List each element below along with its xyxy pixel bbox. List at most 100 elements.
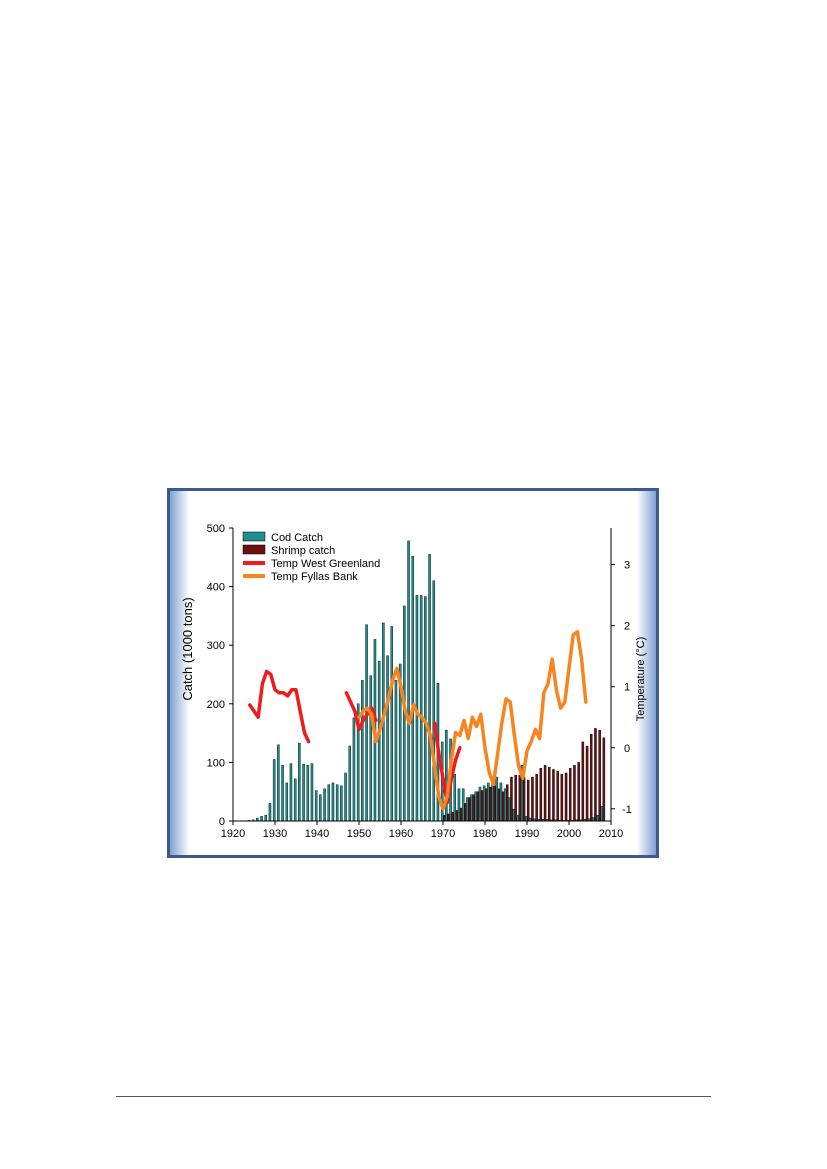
cod-bar (348, 745, 352, 822)
shrimp-bar (485, 788, 488, 822)
cod-bar (419, 595, 423, 822)
shrimp-bar (556, 770, 559, 822)
shrimp-bar (493, 785, 496, 822)
shrimp-bar (581, 741, 585, 822)
cod-bar (352, 717, 356, 822)
shrimp-bar (535, 773, 538, 822)
shrimp-bar (455, 810, 459, 822)
shrimp-bar (598, 729, 601, 822)
cod-bar (600, 806, 604, 822)
cod-bar (495, 776, 499, 822)
cod-bar (390, 626, 394, 822)
cod-bar (474, 791, 478, 822)
cod-bar (264, 814, 268, 822)
shrimp-bar (560, 773, 564, 822)
shrimp-bar (531, 776, 534, 822)
shrimp-bar (539, 768, 543, 822)
chart-canvas: 1920 1930 1940 1950 1960 1970 1980 1990 2000 2010… (180, 523, 647, 840)
shrimp-bar (543, 765, 547, 822)
cod-bar (277, 744, 280, 822)
shrimp-bar (501, 791, 505, 822)
x-tick-label: 1950 (347, 828, 371, 840)
shrimp-bar (594, 728, 597, 822)
shrimp-bar (447, 813, 450, 822)
cod-bar (361, 680, 364, 822)
y-tick-label: 300 (207, 640, 225, 652)
cod-bar (394, 680, 398, 822)
cod-bar (319, 794, 322, 822)
shrimp-bar (506, 784, 509, 822)
shrimp-bar (464, 803, 467, 822)
cod-bar (323, 788, 326, 822)
shrimp-bar (552, 769, 555, 822)
y-tick-label: 400 (207, 582, 225, 594)
cod-bar (461, 788, 465, 822)
shrimp-bar (468, 797, 471, 822)
x-tick-label: 1960 (389, 828, 413, 840)
shrimp-bar (472, 794, 475, 822)
cod-bar (508, 797, 511, 822)
shrimp-bar (451, 812, 454, 822)
x-tick-label: 1970 (431, 828, 455, 840)
cod-bar (327, 784, 331, 822)
cod-bar (487, 782, 490, 822)
y2-tick-label: 3 (624, 560, 630, 572)
shrimp-bar (569, 768, 572, 822)
cod-bar (272, 759, 276, 822)
cod-bar (432, 580, 436, 822)
cod-bar (268, 803, 272, 822)
cod-bar (365, 624, 368, 822)
x-tick-label: 1920 (221, 828, 245, 840)
legend-swatch-shrimp (242, 544, 266, 555)
x-tick-label: 1940 (305, 828, 329, 840)
x-tick-label: 1930 (263, 828, 287, 840)
bars-layer (247, 540, 606, 822)
cod-bar (302, 763, 305, 822)
footer-rule (116, 1096, 711, 1097)
chart-figure: 1920 1930 1940 1950 1960 1970 1980 1990 2000 2010… (167, 488, 659, 858)
cod-bar (377, 660, 381, 822)
shrimp-bar (585, 745, 589, 822)
cod-bar (470, 794, 473, 822)
cod-bar (306, 765, 310, 822)
cod-bar (428, 554, 431, 822)
shrimp-bar (602, 737, 606, 822)
cod-bar (386, 655, 389, 822)
cod-bar (457, 788, 461, 822)
shrimp-bar (489, 786, 492, 822)
cod-bar (331, 782, 335, 822)
y2-tick-label: 1 (624, 682, 630, 694)
cod-bar (285, 782, 289, 822)
shrimp-bar (510, 776, 513, 822)
cod-bar (478, 786, 482, 822)
y-tick-label: 100 (207, 757, 225, 769)
temp-west-greenland-line (432, 721, 462, 805)
cod-bar (340, 785, 343, 822)
shrimp-bar (518, 775, 522, 822)
legend-label: Cod Catch (271, 532, 323, 544)
legend-label: Temp Fyllas Bank (271, 571, 358, 583)
cod-bar (293, 778, 297, 822)
cod-bar (499, 782, 503, 822)
shrimp-bar (564, 772, 568, 822)
legend-label: Temp West Greenland (271, 558, 380, 570)
shrimp-bar (590, 734, 593, 822)
y2-tick-label: 2 (624, 621, 630, 633)
cod-bar (260, 816, 263, 822)
cod-bar (281, 765, 284, 822)
cod-bar (592, 817, 595, 822)
cod-bar (411, 555, 415, 822)
shrimp-bar (443, 814, 446, 822)
x-tick-label: 1990 (515, 828, 539, 840)
cod-bar (407, 540, 410, 822)
temp-west-greenland-line (344, 691, 378, 732)
shrimp-bar (577, 762, 580, 822)
cod-bar (289, 763, 293, 822)
cod-bar (524, 816, 528, 822)
shrimp-bar (527, 779, 530, 822)
y2-tick-label: -1 (622, 804, 632, 816)
cod-bar (335, 784, 339, 822)
shrimp-bar (522, 776, 526, 822)
y-tick-label: 500 (207, 523, 225, 535)
